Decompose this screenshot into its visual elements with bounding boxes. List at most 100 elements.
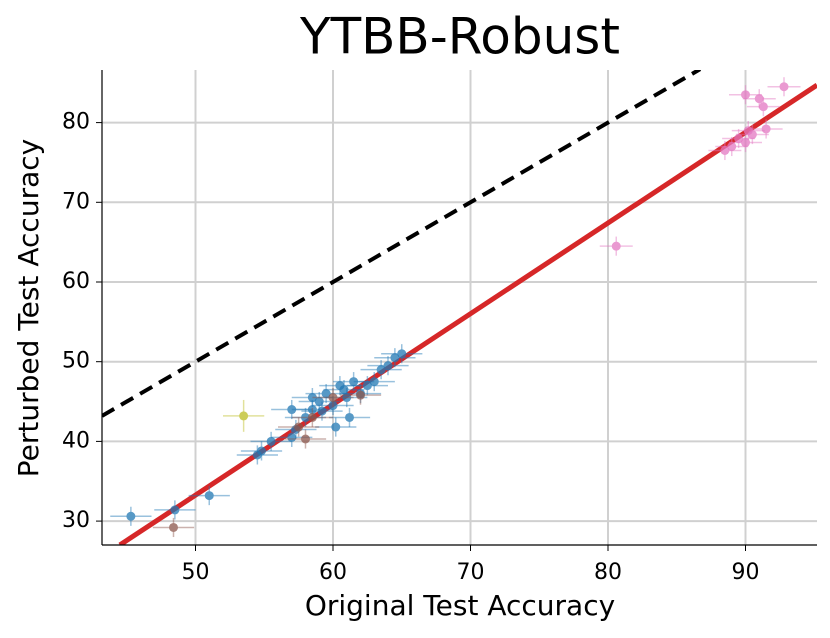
point [266,436,276,446]
point [734,134,744,144]
point-group [729,85,762,105]
point-group [360,360,402,380]
point [727,142,737,152]
point-group [367,356,409,376]
point-group [328,407,371,428]
point [204,491,214,501]
point-group [374,348,416,368]
point-group [381,344,423,364]
point-group [284,429,327,449]
point [342,393,352,403]
point [345,412,354,422]
point-group [271,399,313,420]
y-axis-label: Perturbed Test Accuracy [12,139,45,477]
point [294,422,304,432]
point-group [284,407,327,428]
point-group [746,97,780,117]
point-group [339,385,382,405]
point [321,389,331,399]
point [339,385,349,395]
x-tick-label: 50 [182,560,210,585]
reference-line [102,70,702,418]
point [169,522,178,532]
point [741,90,750,100]
point [369,377,379,387]
point-group [301,401,343,421]
point-group [715,136,749,157]
point [720,145,730,155]
plot-area [102,70,817,545]
point [349,377,359,387]
point-group [353,372,395,392]
point [287,405,297,415]
point [314,397,324,407]
point-group [312,395,354,416]
point-group [315,417,357,437]
y-tick-label: 80 [62,110,90,135]
point-group [223,399,265,432]
point [328,401,338,411]
point [301,434,310,444]
point-group [278,417,320,437]
chart-title: YTBB-Robust [299,8,620,66]
point [362,381,372,391]
point-group [250,431,292,451]
point [170,505,180,515]
y-tick-label: 40 [62,428,90,453]
x-tick-label: 80 [594,560,622,585]
point [754,94,764,104]
point [287,432,297,442]
point [126,511,136,521]
point [758,102,768,112]
point-group [152,517,195,538]
point [611,241,621,251]
y-tick-label: 50 [62,349,90,374]
point-group [323,380,365,400]
point-group [188,486,230,506]
point-group [708,140,742,161]
point [331,422,341,432]
point [741,138,750,148]
point [779,82,789,92]
point-group [240,441,283,461]
x-tick-label: 90 [732,560,760,585]
point [383,361,393,371]
point [301,412,310,422]
point-group [767,77,801,97]
y-tick-label: 70 [62,189,90,214]
point [747,130,757,140]
point-group [722,128,756,149]
x-axis-label: Original Test Accuracy [305,589,615,622]
point [390,353,400,363]
point-group [154,500,196,520]
grid [96,70,817,551]
point [307,393,317,403]
point-group [742,89,776,109]
point [307,405,317,415]
point-group [110,506,152,526]
y-tick-label: 30 [62,508,90,533]
point [328,393,338,403]
point-group [735,124,769,145]
point-group [312,387,354,408]
point [376,365,386,375]
point [761,124,771,134]
point [257,446,266,456]
x-tick-label: 60 [319,560,347,585]
point [356,390,365,400]
point [307,412,317,422]
point-group [729,132,762,153]
point-group [291,407,333,428]
point-group [599,236,633,256]
point [239,411,249,421]
point-group [236,445,278,465]
point-group [749,119,783,139]
x-tick-label: 70 [457,560,485,585]
fit-line [118,83,817,545]
point [397,349,407,359]
point [317,406,327,416]
point-group [291,387,333,408]
point-group [346,376,388,396]
y-tick-label: 60 [62,269,90,294]
